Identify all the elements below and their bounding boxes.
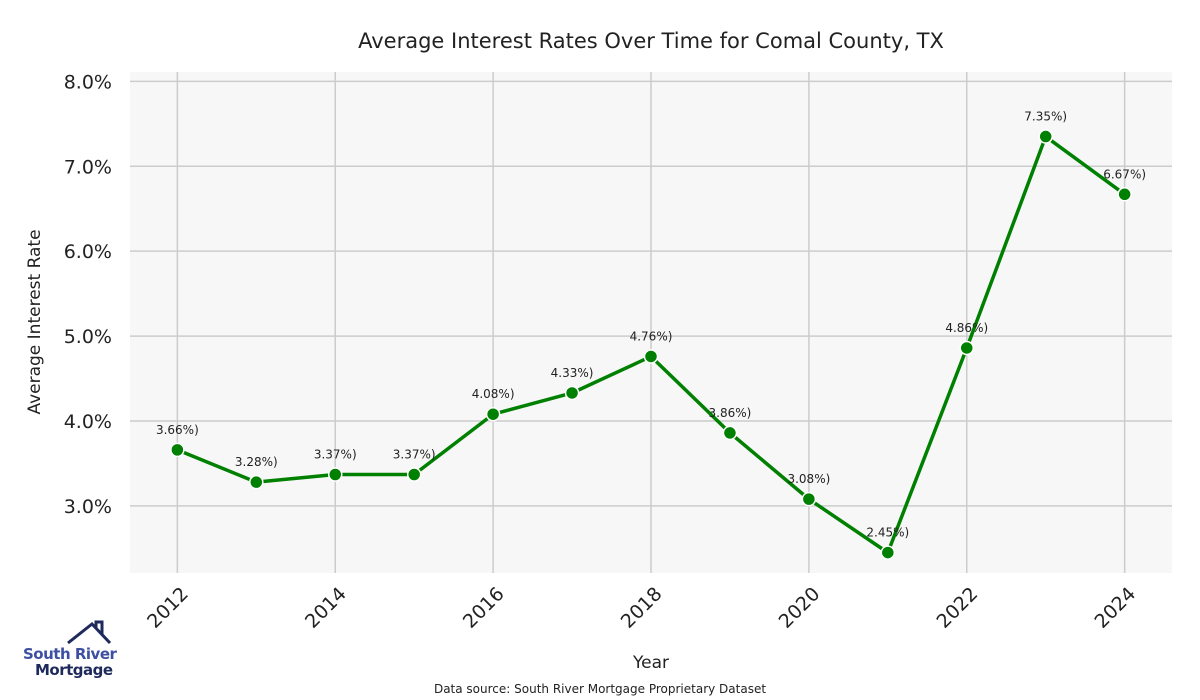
x-axis-label: Year: [632, 653, 669, 673]
data-label: 6.67%): [1103, 167, 1146, 181]
data-label: 3.28%): [235, 455, 278, 469]
house-roof-icon: [67, 620, 112, 645]
x-tick-label: 2020: [775, 583, 825, 633]
data-label: 3.66%): [156, 423, 199, 437]
data-label: 3.37%): [393, 447, 436, 461]
chart-title: Average Interest Rates Over Time for Com…: [358, 29, 944, 53]
data-point: [170, 442, 185, 458]
data-point: [722, 425, 738, 441]
x-tick-label: 2018: [617, 583, 667, 633]
x-tick-label: 2014: [301, 583, 351, 633]
y-axis-label: Average Interest Rate: [25, 229, 45, 414]
y-tick-label: 6.0%: [64, 241, 112, 263]
data-label: 3.37%): [314, 447, 357, 461]
data-point: [1038, 129, 1053, 144]
y-tick-label: 4.0%: [64, 411, 112, 433]
logo-text-line1: South River: [23, 645, 117, 663]
y-tick-label: 5.0%: [64, 326, 112, 348]
data-point: [1117, 187, 1132, 202]
data-point: [406, 467, 422, 482]
data-point: [564, 385, 580, 401]
data-label: 4.08%): [472, 387, 515, 401]
data-label: 2.45%): [866, 526, 909, 540]
y-tick-label: 3.0%: [64, 496, 112, 518]
logo-text-line2: Mortgage: [35, 661, 113, 679]
data-label: 4.76%): [630, 329, 673, 343]
data-label: 3.08%): [787, 472, 830, 486]
x-tick-label: 2012: [143, 583, 193, 633]
data-point: [249, 474, 264, 490]
data-label: 7.35%): [1024, 110, 1067, 124]
y-tick-label: 7.0%: [64, 156, 112, 178]
x-tick-label: 2016: [459, 583, 509, 633]
data-label: 4.86%): [945, 321, 988, 335]
data-point: [643, 349, 659, 364]
data-point: [327, 467, 343, 482]
data-point: [485, 406, 501, 422]
data-point: [880, 545, 896, 560]
south-river-mortgage-logo: South River Mortgage: [20, 620, 117, 680]
data-label: 3.86%): [709, 406, 752, 420]
data-point: [959, 340, 975, 356]
x-tick-label: 2022: [933, 583, 983, 633]
y-tick-label: 8.0%: [64, 71, 112, 93]
data-source-note: Data source: South River Mortgage Propri…: [434, 682, 766, 696]
x-tick-label: 2024: [1090, 583, 1140, 633]
data-point: [801, 491, 817, 507]
data-label: 4.33%): [551, 366, 594, 380]
